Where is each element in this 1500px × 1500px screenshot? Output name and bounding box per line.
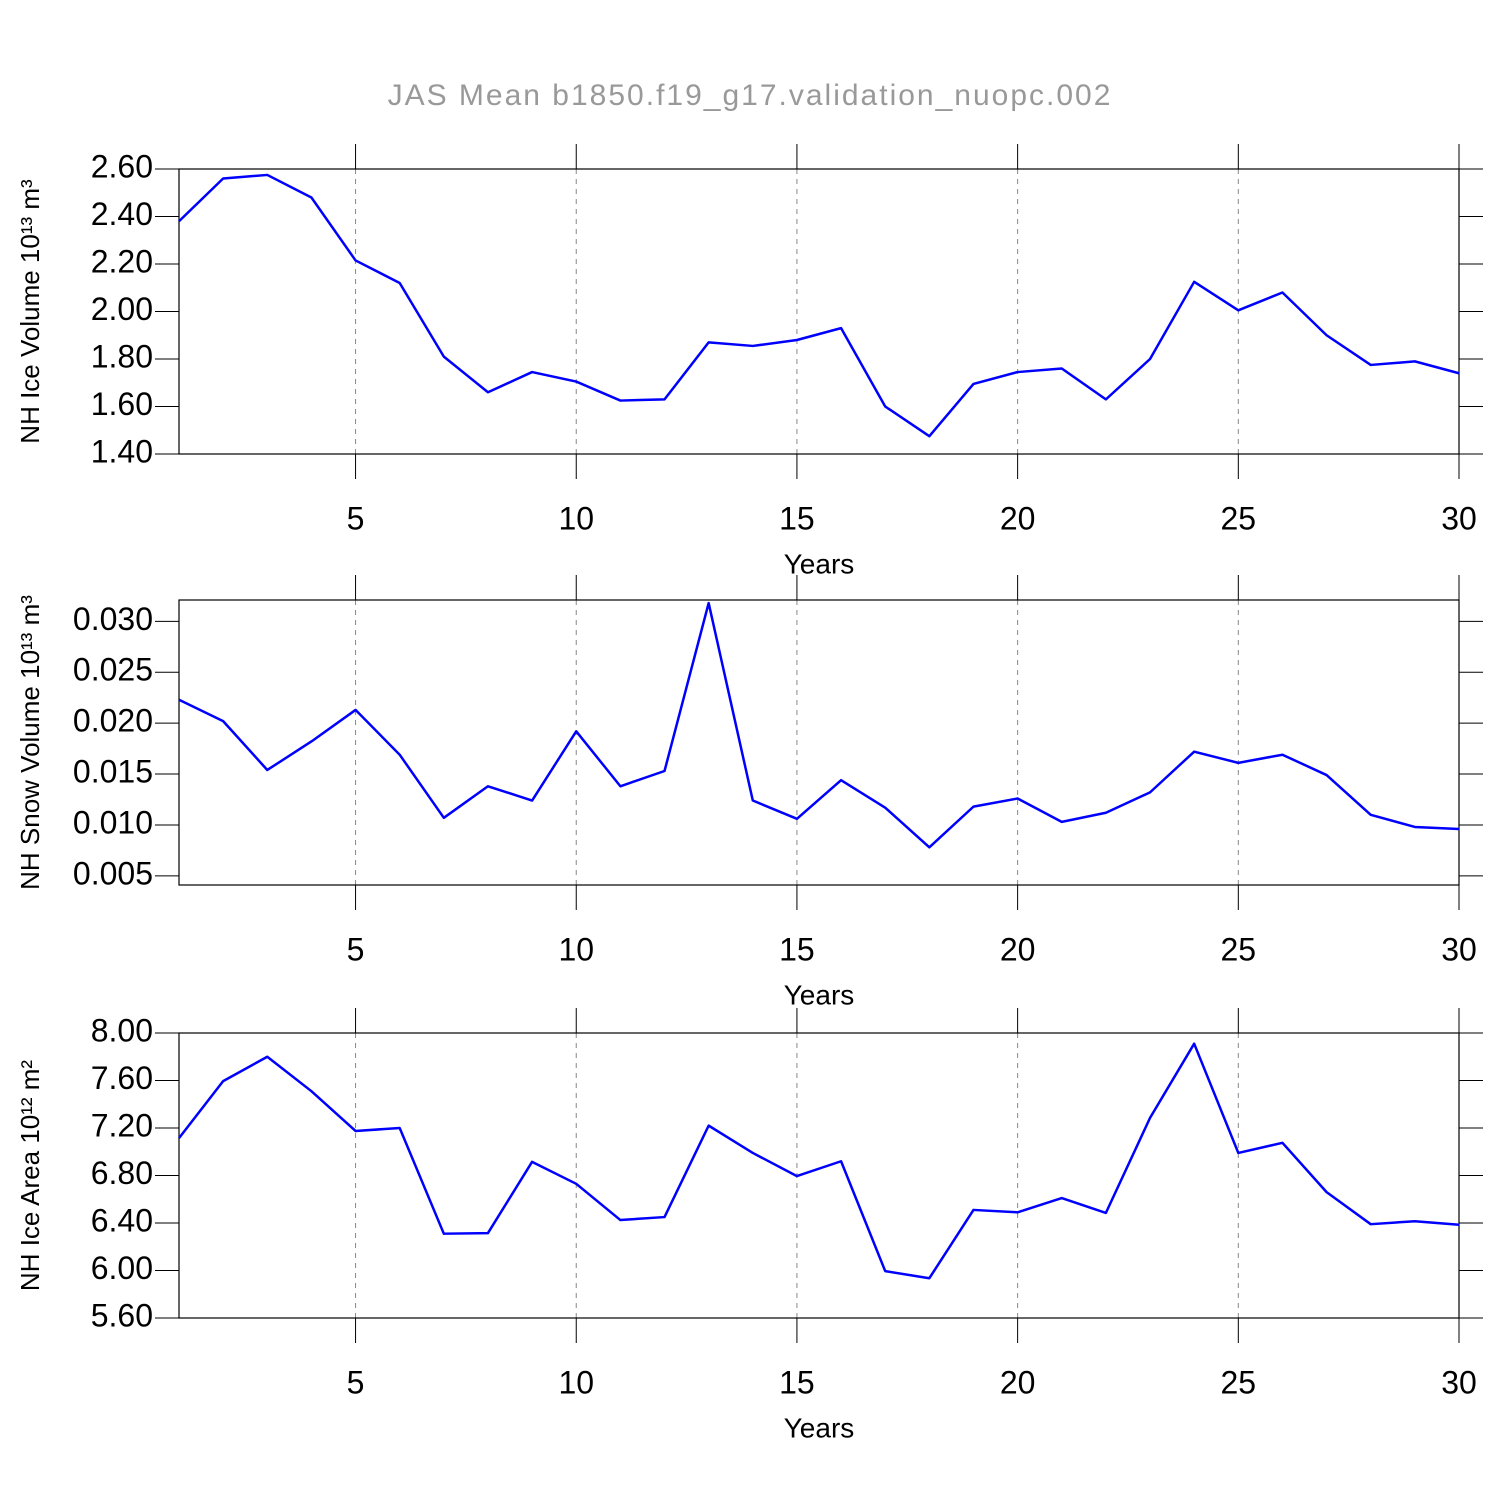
x-tick-label: 15 — [779, 931, 815, 967]
y-tick-label: 0.005 — [73, 855, 153, 891]
x-axis-label: Years — [784, 548, 855, 579]
x-tick-label: 5 — [347, 500, 365, 536]
x-tick-label: 30 — [1441, 500, 1477, 536]
x-tick-label: 5 — [347, 1364, 365, 1400]
y-tick-label: 0.030 — [73, 601, 153, 637]
y-tick-label: 1.60 — [91, 386, 153, 422]
x-tick-label: 25 — [1221, 1364, 1257, 1400]
y-tick-label: 6.40 — [91, 1202, 153, 1238]
y-tick-label: 1.80 — [91, 338, 153, 374]
y-tick-label: 2.60 — [91, 148, 153, 184]
y-tick-label: 0.010 — [73, 804, 153, 840]
data-line — [178, 601, 1460, 849]
y-tick-label: 1.40 — [91, 433, 153, 469]
y-tick-label: 0.025 — [73, 652, 153, 688]
data-line — [178, 173, 1460, 438]
y-tick-label: 6.00 — [91, 1250, 153, 1286]
y-tick-label: 8.00 — [91, 1012, 153, 1048]
x-tick-label: 30 — [1441, 931, 1477, 967]
x-tick-label: 10 — [558, 931, 594, 967]
y-axis-label: NH Ice Volume 10¹³ m³ — [15, 179, 45, 444]
x-tick-label: 15 — [779, 1364, 815, 1400]
y-tick-label: 7.60 — [91, 1060, 153, 1096]
x-tick-label: 25 — [1221, 931, 1257, 967]
x-tick-label: 10 — [558, 1364, 594, 1400]
x-tick-label: 20 — [1000, 500, 1036, 536]
plot-frame — [178, 1032, 1460, 1319]
y-tick-label: 2.20 — [91, 243, 153, 279]
y-tick-label: 2.40 — [91, 196, 153, 232]
y-tick-label: 5.60 — [91, 1297, 153, 1333]
x-tick-label: 5 — [347, 931, 365, 967]
chart-title: JAS Mean b1850.f19_g17.validation_nuopc.… — [388, 79, 1113, 112]
x-tick-label: 20 — [1000, 931, 1036, 967]
y-tick-label: 7.20 — [91, 1107, 153, 1143]
y-tick-label: 0.015 — [73, 754, 153, 790]
y-tick-label: 2.00 — [91, 291, 153, 327]
data-line — [178, 1042, 1460, 1280]
x-axis-label: Years — [784, 979, 855, 1010]
y-axis-label: NH Ice Area 10¹² m² — [15, 1060, 45, 1292]
x-tick-label: 25 — [1221, 500, 1257, 536]
plot-frame — [178, 599, 1460, 886]
y-tick-label: 0.020 — [73, 703, 153, 739]
y-axis-label: NH Snow Volume 10¹³ m³ — [15, 595, 45, 890]
x-tick-label: 20 — [1000, 1364, 1036, 1400]
x-tick-label: 10 — [558, 500, 594, 536]
plot-frame — [178, 168, 1460, 455]
x-tick-label: 30 — [1441, 1364, 1477, 1400]
y-tick-label: 6.80 — [91, 1155, 153, 1191]
x-axis-label: Years — [784, 1412, 855, 1443]
x-tick-label: 15 — [779, 500, 815, 536]
